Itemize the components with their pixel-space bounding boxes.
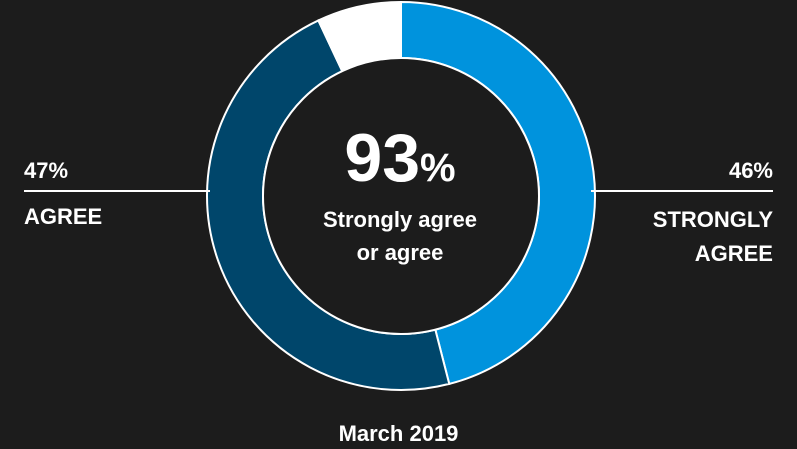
- strongly-agree-percent-label: 46%: [728, 158, 773, 183]
- donut-hole: [262, 57, 540, 335]
- chart-caption: March 2019: [338, 421, 459, 446]
- strongly-agree-label-line1: STRONGLY: [652, 207, 773, 232]
- strongly-agree-category-label: STRONGLY AGREE: [653, 203, 773, 271]
- center-description-line2: or agree: [356, 240, 444, 265]
- center-total-value: 93: [344, 120, 421, 196]
- center-total-unit: %: [420, 146, 456, 190]
- center-description: Strongly agree or agree: [260, 203, 540, 269]
- strongly-agree-label-line2: AGREE: [694, 241, 773, 266]
- right-leader-line: [591, 190, 773, 192]
- center-description-line1: Strongly agree: [322, 207, 478, 232]
- agree-category-label: AGREE: [24, 204, 103, 229]
- left-leader-line: [24, 190, 210, 192]
- agree-percent-label: 47%: [24, 158, 69, 183]
- center-total: 93%: [260, 118, 540, 198]
